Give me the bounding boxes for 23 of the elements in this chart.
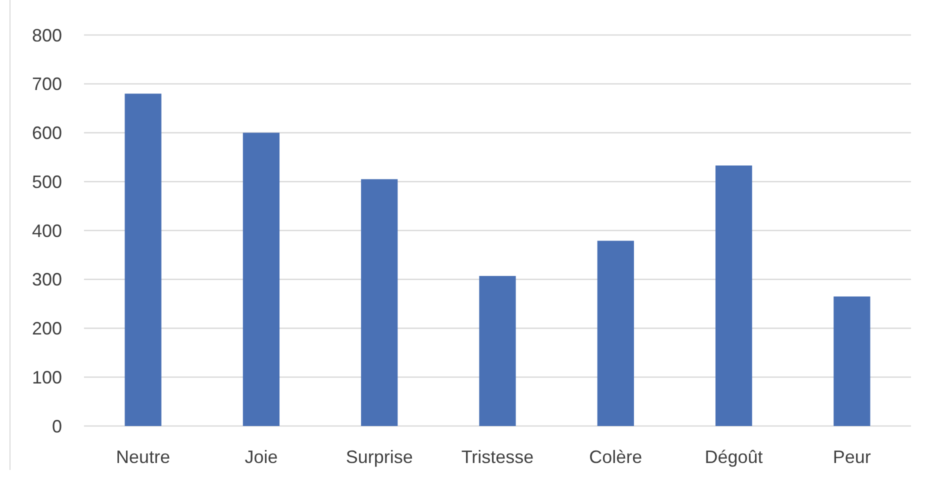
x-tick-label: Dégoût <box>704 447 763 467</box>
y-tick-label: 300 <box>32 270 62 290</box>
y-tick-label: 500 <box>32 172 62 192</box>
bar <box>479 276 516 426</box>
bar <box>597 240 634 426</box>
bar <box>361 179 398 426</box>
y-tick-label: 700 <box>32 74 62 94</box>
x-tick-label: Neutre <box>116 447 170 467</box>
x-tick-label: Surprise <box>346 447 413 467</box>
bar <box>715 165 752 426</box>
x-tick-label: Joie <box>244 447 278 467</box>
x-tick-label: Colère <box>589 447 642 467</box>
bar <box>834 296 870 426</box>
y-tick-label: 800 <box>32 25 62 46</box>
bar <box>124 94 162 426</box>
y-tick-label: 200 <box>32 318 62 339</box>
x-tick-label: Peur <box>832 447 871 467</box>
x-tick-label: Tristesse <box>461 447 534 467</box>
y-tick-label: 600 <box>32 123 62 144</box>
y-tick-label: 400 <box>32 220 62 241</box>
y-tick-label: 0 <box>52 416 62 436</box>
y-tick-label: 100 <box>32 367 62 388</box>
bar <box>242 132 280 426</box>
